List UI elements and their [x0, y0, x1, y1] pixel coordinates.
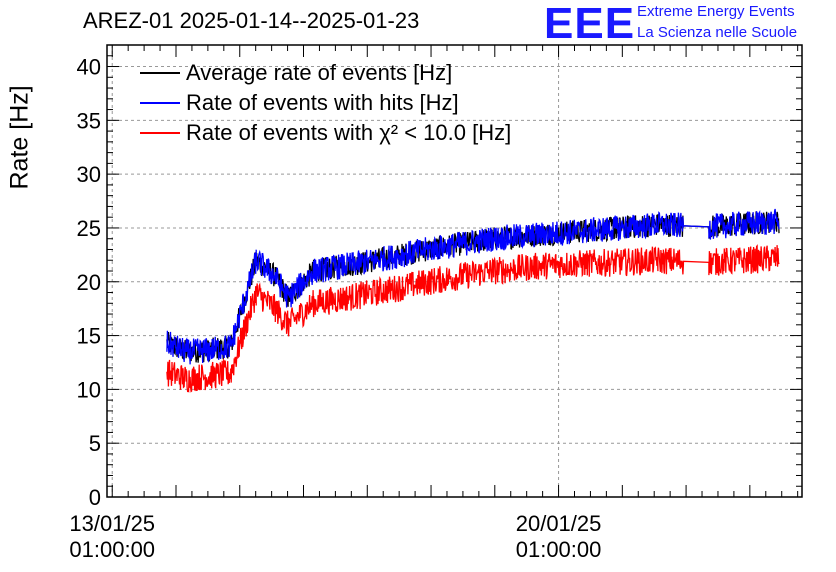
legend-entry-hits: Rate of events with hits [Hz] — [140, 88, 511, 118]
x-tick-label-date: 13/01/25 — [69, 511, 155, 536]
legend-swatch-red — [140, 132, 180, 134]
x-tick-label-time: 01:00:00 — [516, 537, 602, 562]
logo-line-2: La Scienza nelle Scuole — [637, 24, 798, 41]
y-tick-label: 35 — [77, 108, 101, 133]
x-tick-label-time: 01:00:00 — [69, 537, 155, 562]
logo-line-1: Extreme Energy Events — [637, 3, 795, 20]
legend: Average rate of events [Hz] Rate of even… — [140, 58, 511, 148]
legend-swatch-blue — [140, 102, 180, 104]
y-tick-label: 20 — [77, 270, 101, 295]
legend-label-average: Average rate of events [Hz] — [186, 60, 453, 85]
x-tick-label-date: 20/01/25 — [516, 511, 602, 536]
legend-swatch-black — [140, 72, 180, 74]
y-tick-label: 25 — [77, 216, 101, 241]
legend-label-hits: Rate of events with hits [Hz] — [186, 90, 459, 115]
y-tick-label: 5 — [89, 431, 101, 456]
chart-title: AREZ-01 2025-01-14--2025-01-23 — [83, 8, 420, 33]
y-tick-label: 0 — [89, 485, 101, 510]
legend-entry-average: Average rate of events [Hz] — [140, 58, 511, 88]
eee-logo: EEE — [544, 0, 636, 48]
series-line-1 — [166, 208, 780, 365]
series-line-2 — [166, 244, 780, 393]
y-tick-label: 40 — [77, 55, 101, 80]
y-tick-label: 15 — [77, 324, 101, 349]
legend-entry-chi2: Rate of events with χ² < 10.0 [Hz] — [140, 118, 511, 148]
legend-label-chi2: Rate of events with χ² < 10.0 [Hz] — [186, 120, 512, 145]
y-tick-label: 10 — [77, 377, 101, 402]
y-tick-label: 30 — [77, 162, 101, 187]
y-axis-label: Rate [Hz] — [5, 85, 34, 190]
